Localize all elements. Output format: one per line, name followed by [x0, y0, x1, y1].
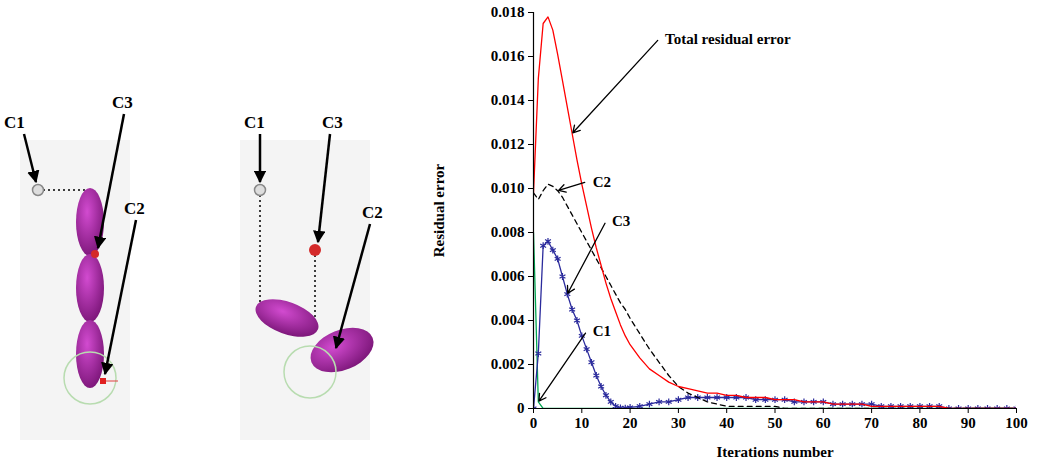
svg-text:50: 50	[768, 415, 783, 431]
svg-text:Residual error: Residual error	[431, 163, 447, 257]
svg-text:C3: C3	[322, 113, 343, 132]
svg-text:0.002: 0.002	[491, 356, 525, 372]
svg-text:0.012: 0.012	[491, 136, 525, 152]
svg-text:90: 90	[961, 415, 976, 431]
svg-text:C2: C2	[593, 174, 611, 190]
svg-text:70: 70	[864, 415, 879, 431]
svg-text:0.016: 0.016	[491, 48, 525, 64]
svg-text:30: 30	[671, 415, 686, 431]
svg-text:C1: C1	[593, 323, 611, 339]
svg-text:100: 100	[1005, 415, 1028, 431]
svg-text:0.004: 0.004	[491, 312, 525, 328]
svg-text:60: 60	[816, 415, 831, 431]
svg-text:0.006: 0.006	[491, 268, 525, 284]
svg-text:Total residual error: Total residual error	[665, 31, 791, 47]
svg-text:C3: C3	[112, 93, 133, 112]
svg-text:40: 40	[719, 415, 734, 431]
svg-text:80: 80	[912, 415, 927, 431]
svg-text:0: 0	[517, 400, 525, 416]
svg-text:C1: C1	[4, 113, 25, 132]
svg-text:Iterations number: Iterations number	[716, 444, 833, 460]
svg-text:0: 0	[530, 415, 538, 431]
svg-text:20: 20	[623, 415, 638, 431]
svg-text:0.018: 0.018	[491, 4, 525, 20]
svg-text:C3: C3	[612, 213, 630, 229]
svg-text:0.014: 0.014	[491, 92, 525, 108]
svg-text:C1: C1	[244, 113, 265, 132]
svg-text:0.008: 0.008	[491, 224, 525, 240]
svg-text:C2: C2	[124, 199, 145, 218]
svg-text:C2: C2	[362, 203, 383, 222]
svg-text:0.010: 0.010	[491, 180, 525, 196]
svg-text:10: 10	[574, 415, 589, 431]
